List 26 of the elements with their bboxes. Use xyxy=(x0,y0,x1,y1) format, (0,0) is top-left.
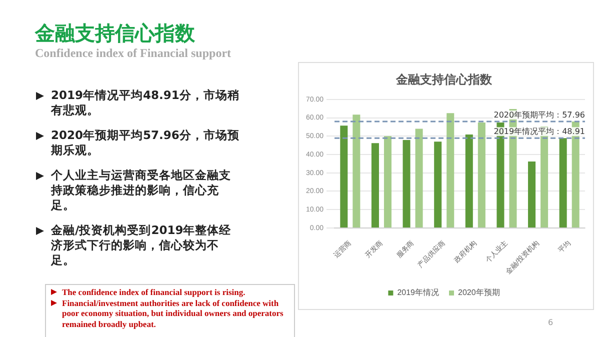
chart-title: 金融支持信心指数 xyxy=(395,72,493,86)
bar xyxy=(340,126,348,228)
text: 个人业主与运营商受各地区金融支持政策稳步推进的影响，信心充足。 xyxy=(50,168,232,213)
text: 2020年预期平均57.96分，市场预期乐观。 xyxy=(50,128,240,158)
bar xyxy=(384,136,392,228)
bar xyxy=(465,134,473,228)
bar xyxy=(478,122,486,228)
legend-label: 2020年预期 xyxy=(458,288,500,298)
ref-line-label: 2019年情况平均：48.91 xyxy=(494,127,585,136)
text: Financial/investment authorities are lack of confidence with poor economy situation, but individual owners and operators remained broadly upbeat. xyxy=(61,298,284,329)
bar xyxy=(559,138,567,228)
bar xyxy=(402,140,410,228)
text: The confidence index of financial support is rising. xyxy=(61,287,246,298)
bar xyxy=(371,143,379,228)
text: Confidence index of Financial support xyxy=(35,46,232,61)
text: 6 xyxy=(548,318,554,327)
bar xyxy=(434,142,442,228)
text: 2019年情况平均48.91分，市场稍有悲观。 xyxy=(50,88,240,118)
bar xyxy=(446,113,454,228)
bar xyxy=(352,114,360,228)
text: 金融支持信心指数 xyxy=(35,20,195,47)
legend-label: 2019年情况 xyxy=(397,288,439,298)
ref-line-label: 2020年预期平均：57.96 xyxy=(494,110,585,120)
bar xyxy=(415,128,423,228)
bar xyxy=(528,161,536,228)
text: 金融/投资机构受到2019年整体经济形式下行的影响，信心较为不足。 xyxy=(50,223,232,268)
